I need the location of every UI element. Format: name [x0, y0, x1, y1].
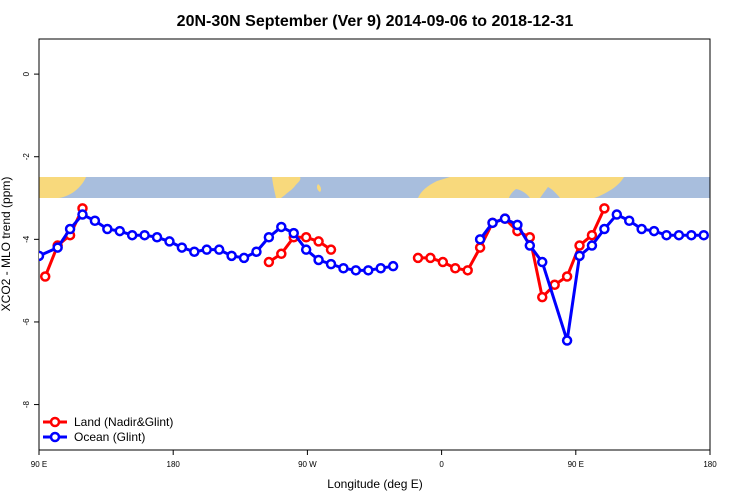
data-point-ocean [325, 258, 337, 270]
series-line-land [417, 207, 606, 299]
legend-label-land: Land (Nadir&Glint) [74, 415, 173, 429]
x-tick-label: 0 [439, 460, 444, 469]
map-land-americas-west [39, 177, 86, 198]
data-point-ocean [698, 229, 710, 241]
data-point-ocean [176, 242, 188, 253]
legend: Land (Nadir&Glint) Ocean (Glint) [43, 415, 173, 444]
data-point-ocean [648, 225, 660, 237]
data-point-ocean [524, 240, 536, 251]
legend-entry-land: Land (Nadir&Glint) [43, 415, 173, 429]
data-point-ocean [288, 227, 299, 239]
x-tick-label: 90 E [31, 460, 47, 469]
data-point-ocean [561, 335, 573, 346]
data-point-ocean [623, 215, 635, 226]
data-point-land [474, 242, 486, 253]
data-point-land [325, 244, 337, 255]
data-point-ocean [338, 263, 349, 274]
data-point-land [313, 236, 324, 247]
series-layer [39, 203, 710, 346]
data-point-ocean [686, 229, 697, 241]
data-point-ocean [189, 246, 200, 257]
data-point-ocean [363, 265, 374, 276]
data-point-land [574, 240, 585, 251]
data-point-ocean [499, 213, 511, 224]
data-point-ocean [139, 229, 150, 241]
y-axis-label: XCO2 - MLO trend (ppm) [0, 177, 13, 312]
legend-swatch-ocean-marker [49, 431, 61, 443]
x-tick-label: 90 E [568, 460, 584, 469]
y-tick-label: -6 [22, 318, 31, 326]
data-point-land [450, 263, 461, 274]
data-point-ocean [611, 209, 623, 220]
x-tick-label: 90 W [298, 460, 317, 469]
data-point-land [561, 271, 573, 282]
data-point-ocean [164, 236, 175, 247]
plot-frame [38, 38, 711, 451]
data-point-ocean [474, 234, 486, 245]
data-point-land [599, 203, 610, 214]
data-point-ocean [537, 256, 548, 268]
data-point-land [462, 265, 473, 276]
map-land-florida [316, 184, 322, 192]
data-point-ocean [512, 219, 523, 231]
data-point-ocean [387, 260, 399, 272]
y-tick-label: 0 [22, 71, 31, 76]
data-point-ocean [52, 242, 63, 253]
data-point-land [276, 248, 287, 260]
data-point-ocean [238, 252, 250, 264]
data-point-land [263, 256, 275, 268]
data-point-ocean [102, 223, 113, 235]
series-line-land [43, 207, 84, 278]
chart-title: 20N-30N September (Ver 9) 2014-09-06 to … [177, 13, 574, 30]
data-point-ocean [487, 217, 498, 229]
data-point-ocean [201, 244, 212, 255]
x-axis: 90 E 180 90 W 0 90 E 180 [31, 450, 717, 469]
data-point-ocean [313, 254, 324, 266]
data-point-ocean [636, 223, 647, 235]
data-point-land [425, 252, 436, 264]
data-point-ocean [39, 250, 45, 262]
data-point-ocean [673, 229, 685, 241]
data-point-ocean [350, 265, 362, 276]
data-point-ocean [226, 250, 237, 262]
world-map-strip [39, 177, 710, 198]
data-point-land [300, 232, 312, 243]
data-point-land [586, 229, 598, 241]
x-tick-label: 180 [703, 460, 717, 469]
legend-label-ocean: Ocean (Glint) [74, 430, 145, 444]
data-point-land [412, 252, 424, 264]
legend-entry-ocean: Ocean (Glint) [43, 430, 145, 444]
data-point-land [537, 291, 548, 303]
y-tick-label: -2 [22, 153, 31, 161]
data-point-land [39, 271, 51, 282]
data-point-ocean [375, 263, 386, 274]
data-point-ocean [151, 232, 163, 243]
data-point-ocean [114, 225, 126, 237]
data-point-ocean [661, 229, 672, 241]
data-point-ocean [89, 215, 101, 226]
data-point-ocean [276, 221, 287, 233]
y-tick-label: -8 [22, 400, 31, 408]
y-axis: 0 -2 -4 -6 -8 [22, 71, 39, 408]
data-point-ocean [213, 244, 225, 255]
legend-swatch-land-marker [49, 416, 61, 428]
data-point-ocean [64, 223, 76, 235]
data-point-ocean [251, 246, 262, 257]
data-point-ocean [300, 244, 312, 255]
x-tick-label: 180 [167, 460, 181, 469]
map-land-africa-asia [418, 177, 624, 198]
data-point-ocean [586, 240, 598, 251]
data-point-land [437, 256, 449, 268]
data-point-ocean [77, 209, 88, 220]
data-point-ocean [574, 250, 585, 262]
map-land-north-america [272, 177, 301, 198]
data-point-ocean [599, 223, 610, 235]
data-point-ocean [263, 232, 275, 243]
data-point-ocean [126, 229, 138, 241]
x-axis-label: Longitude (deg E) [327, 477, 422, 491]
y-tick-label: -4 [22, 235, 31, 243]
